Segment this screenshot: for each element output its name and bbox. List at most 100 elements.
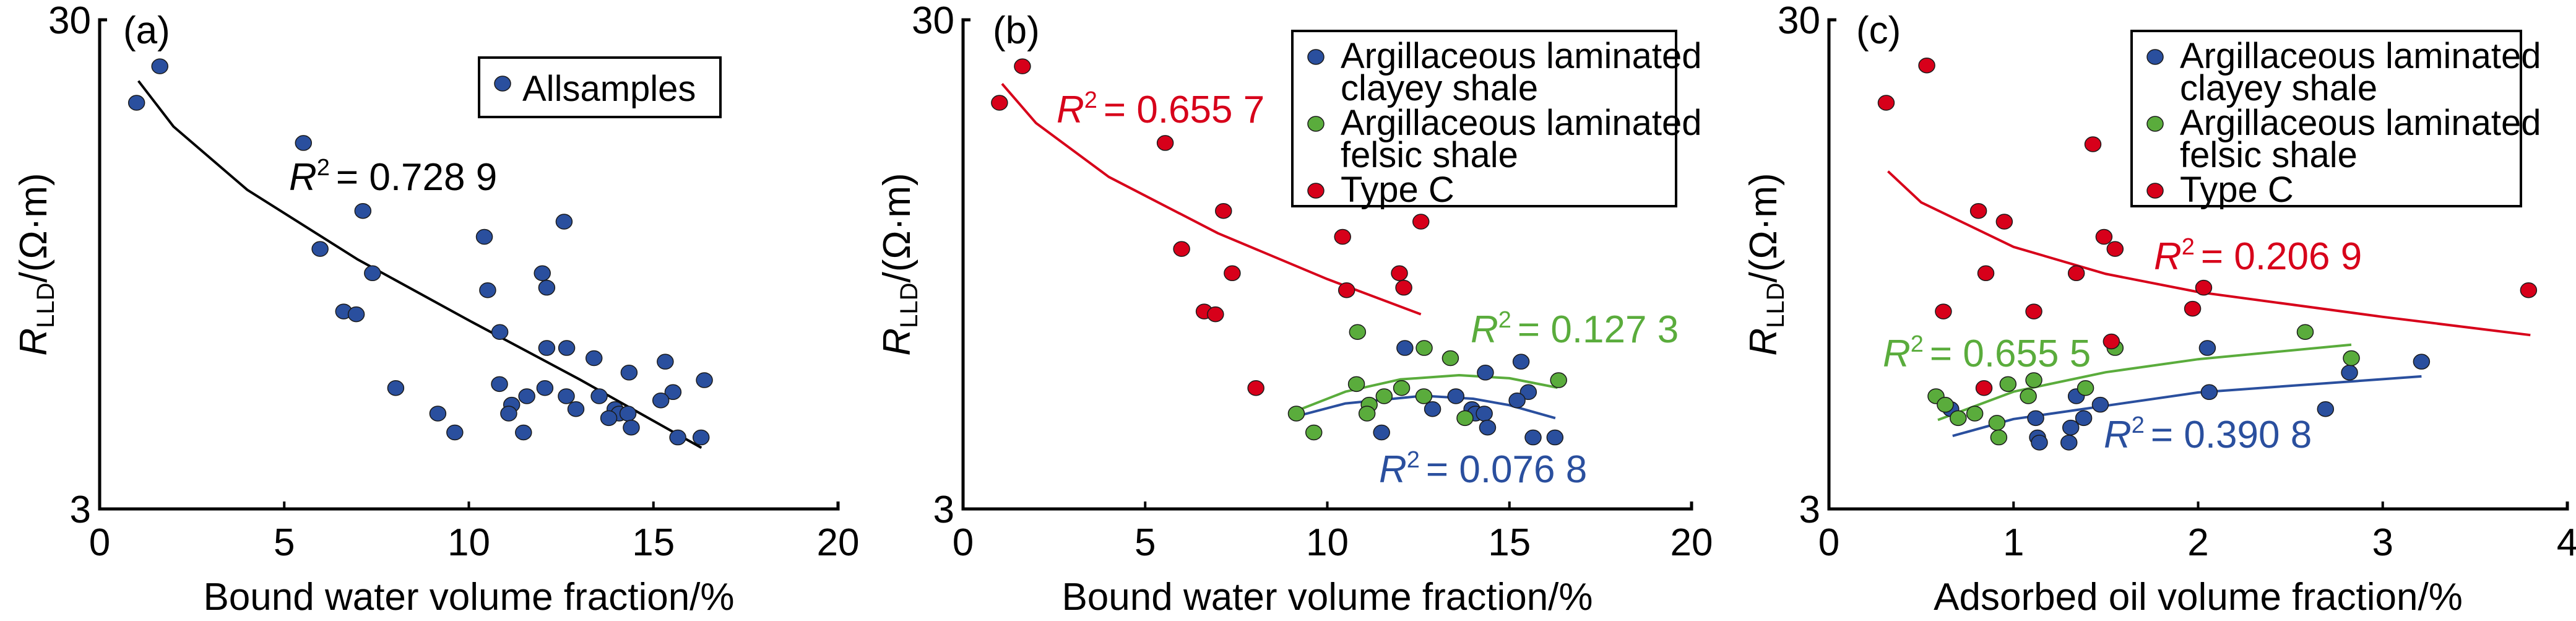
data-point-green (1287, 406, 1305, 422)
y-tick-label: 3 (70, 489, 91, 531)
y-axis-label: RLLD/(Ω·m) (876, 173, 923, 355)
legend: Allsamples (478, 56, 722, 118)
x-tick-label: 15 (632, 521, 675, 564)
data-point-green (1349, 324, 1367, 340)
data-point-red (1935, 303, 1952, 319)
data-point-blue (128, 95, 145, 111)
r2-symbol: R (1883, 332, 1911, 375)
legend-label: felsic shale (2180, 135, 2358, 175)
data-point-blue (1396, 340, 1414, 356)
r2-label: R2 = 0.206 9 (2154, 234, 2362, 278)
data-point-blue (538, 279, 556, 296)
data-point-blue (2075, 410, 2093, 427)
data-point-blue (558, 340, 576, 356)
data-point-red (1977, 265, 1995, 282)
data-point-green (1305, 424, 1323, 441)
panel-label: (c) (1856, 9, 1901, 52)
x-tick-label: 0 (89, 521, 110, 564)
data-point-blue (692, 429, 710, 446)
data-point-blue (518, 388, 535, 404)
x-axis-label: Adsorbed oil volume fraction/% (1934, 576, 2463, 619)
data-point-blue (567, 401, 585, 417)
legend-label: felsic shale (1341, 135, 1518, 175)
x-tick-label: 0 (953, 521, 974, 564)
y-tick-label: 3 (1799, 489, 1820, 531)
trendline-green (1937, 343, 2352, 422)
r2-symbol: R (289, 156, 317, 199)
data-point-red (1173, 241, 1190, 257)
data-point-blue (2198, 340, 2216, 356)
x-tick-label: 4 (2557, 521, 2576, 564)
panel-a: 0 5 10 15 20 3 30 Bound water volume fraction/%… (12, 0, 859, 619)
r2-superscript: 2 (1498, 307, 1511, 333)
data-point-red (2195, 279, 2213, 296)
data-point-blue (555, 214, 573, 230)
y-tick-label: 3 (933, 489, 954, 531)
data-point-blue (558, 388, 575, 404)
data-point-blue (1477, 365, 1494, 381)
data-point-red (2520, 282, 2538, 298)
data-point-blue (500, 406, 517, 422)
legend-label: Argillaceous laminated (1341, 103, 1702, 143)
data-point-red (2067, 265, 2085, 282)
legend-box (1291, 30, 1677, 207)
data-point-blue (696, 372, 713, 388)
legend-marker-red (2146, 183, 2164, 199)
r2-value: = 0.127 3 (1518, 308, 1679, 351)
data-point-blue (1373, 424, 1390, 441)
data-point-blue (1512, 354, 1530, 370)
legend-label: Allsamples (522, 69, 696, 109)
data-point-blue (2031, 435, 2048, 451)
data-point-blue (347, 306, 365, 323)
data-point-green (1550, 372, 1567, 388)
data-point-blue (491, 376, 508, 393)
data-point-green (2025, 372, 2042, 388)
y-axis-subscript: LLD (896, 283, 923, 328)
data-point-blue (1479, 419, 1497, 436)
x-tick-label: 20 (817, 521, 860, 564)
data-point-blue (311, 241, 329, 257)
x-tick-label: 15 (1488, 521, 1531, 564)
legend-label: Type C (2180, 170, 2294, 210)
legend-box (2130, 30, 2522, 207)
data-point-green (1415, 388, 1433, 404)
data-point-red (2025, 303, 2042, 319)
data-point-green (2343, 350, 2360, 367)
legend-box (478, 56, 722, 118)
data-point-blue (479, 282, 496, 298)
data-point-green (1441, 350, 1459, 367)
data-point-blue (446, 424, 464, 441)
data-point-red (1391, 265, 1408, 282)
r2-superscript: 2 (1084, 87, 1097, 113)
panel-label: (a) (123, 9, 170, 52)
y-axis-subscript: LLD (1762, 283, 1789, 328)
data-point-red (1969, 202, 1987, 219)
data-point-blue (387, 380, 405, 396)
data-point-blue (536, 380, 554, 396)
data-point-red (1918, 57, 1935, 74)
y-axis-symbol: R (876, 328, 918, 356)
data-point-blue (2200, 384, 2218, 401)
panel-b: 0 5 10 15 20 3 30 Bound water volume fraction/%… (876, 0, 1713, 619)
data-point-green (1966, 406, 1984, 422)
legend-marker-red (1307, 183, 1325, 199)
y-axis-symbol: R (12, 328, 55, 356)
data-point-green (1988, 415, 2006, 431)
x-tick-label: 1 (2003, 521, 2024, 564)
data-point-green (1990, 429, 2008, 446)
data-point-red (1395, 279, 1412, 296)
r2-value: = 0.390 8 (2151, 414, 2312, 456)
data-point-green (2077, 380, 2094, 396)
data-point-green (1937, 396, 1954, 413)
data-point-blue (2062, 419, 2080, 436)
legend-label: Argillaceous laminated (1341, 36, 1702, 76)
data-point-blue (491, 324, 509, 340)
r2-symbol: R (2104, 414, 2132, 456)
data-point-red (2103, 333, 2120, 350)
data-point-blue (652, 392, 670, 409)
data-point-blue (1424, 401, 1441, 417)
y-tick-label: 30 (48, 0, 91, 42)
x-tick-label: 2 (2187, 521, 2208, 564)
